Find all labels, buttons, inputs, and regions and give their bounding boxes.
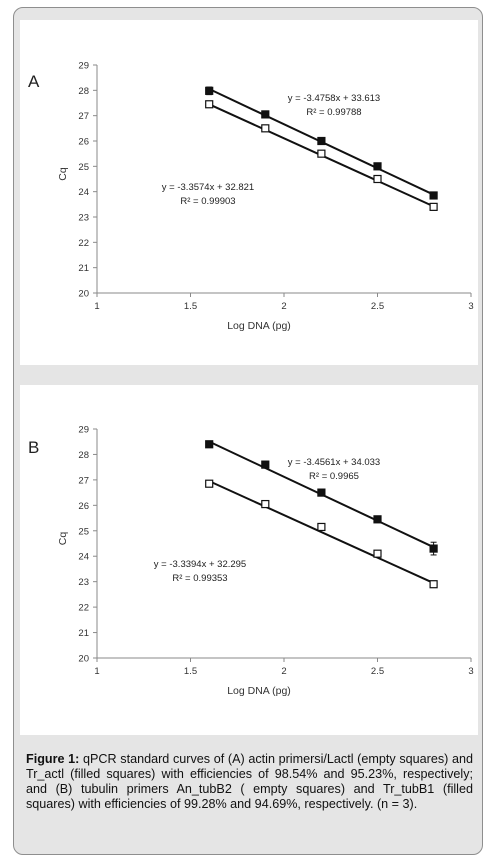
- y-tick-label: 29: [78, 61, 89, 72]
- data-point-filled: [261, 110, 270, 119]
- regression-equation: y = -3.3394x + 32.295: [154, 559, 246, 570]
- y-axis-title: Cq: [57, 532, 69, 546]
- data-point-empty: [373, 549, 382, 558]
- data-point-filled: [429, 191, 438, 200]
- data-point-filled: [205, 86, 214, 95]
- x-tick-label: 3: [468, 301, 473, 312]
- figure-caption: Figure 1: qPCR standard curves of (A) ac…: [26, 752, 473, 812]
- data-point-filled: [261, 460, 270, 469]
- regression-equation: y = -3.4561x + 34.033: [288, 457, 380, 468]
- y-tick-label: 25: [78, 526, 89, 537]
- r-squared-label: R² = 0.99788: [306, 107, 361, 118]
- data-point-empty: [261, 499, 270, 509]
- y-tick-label: 22: [78, 603, 89, 614]
- panel-label: B: [28, 438, 39, 457]
- y-tick-label: 27: [78, 475, 89, 486]
- data-point-filled: [373, 515, 382, 524]
- data-point-empty: [261, 124, 270, 133]
- data-point-filled: [317, 136, 326, 146]
- r-squared-label: R² = 0.99353: [172, 573, 227, 584]
- chart-b: 20 21 22 23 24 25 26 27 28 29 1 1.5 2 2.5 3 Log DNA (pg…: [28, 425, 474, 698]
- y-tick-label: 20: [78, 654, 89, 665]
- y-tick-label: 22: [78, 238, 89, 249]
- caption-label: Figure 1:: [26, 752, 80, 766]
- data-point-empty: [429, 202, 438, 211]
- y-tick-label: 20: [78, 289, 89, 300]
- x-tick-label: 2.5: [371, 666, 384, 677]
- data-point-empty: [205, 479, 214, 488]
- data-point-empty: [205, 100, 214, 109]
- caption-text: qPCR standard curves of (A) actin primer…: [26, 752, 473, 811]
- x-tick-label: 3: [468, 666, 473, 677]
- y-tick-label: 28: [78, 450, 89, 461]
- x-tick-label: 1: [94, 666, 99, 677]
- x-tick-label: 1.5: [184, 666, 197, 677]
- y-tick-label: 23: [78, 213, 89, 224]
- x-tick-label: 1: [94, 301, 99, 312]
- r-squared-label: R² = 0.99903: [180, 196, 235, 207]
- y-tick-label: 21: [78, 263, 89, 274]
- x-tick-label: 2.5: [371, 301, 384, 312]
- data-point-empty: [429, 580, 438, 589]
- data-point-filled: [317, 488, 326, 497]
- data-point-filled: [205, 440, 214, 449]
- data-point-filled: [373, 162, 382, 171]
- data-point-empty: [373, 174, 382, 184]
- y-tick-label: 27: [78, 111, 89, 122]
- chart-panel-a: 20 21 22 23 24 25 26 27 28 29 1 1.5 2 2.5 3 Log DNA (pg…: [20, 20, 478, 365]
- x-axis-title: Log DNA (pg): [227, 320, 291, 332]
- y-tick-label: 28: [78, 86, 89, 97]
- x-tick-label: 2: [281, 666, 286, 677]
- y-tick-label: 29: [78, 425, 89, 436]
- regression-equation: y = -3.3574x + 32.821: [162, 182, 254, 193]
- y-tick-label: 24: [78, 552, 89, 563]
- x-tick-label: 2: [281, 301, 286, 312]
- regression-equation: y = -3.4758x + 33.613: [288, 93, 380, 104]
- data-point-filled: [429, 544, 438, 553]
- data-point-empty: [317, 522, 326, 532]
- r-squared-label: R² = 0.9965: [309, 471, 359, 482]
- chart-panel-b: 20 21 22 23 24 25 26 27 28 29 1 1.5 2 2.5 3 Log DNA (pg…: [20, 385, 478, 735]
- trendline: [208, 480, 435, 584]
- y-tick-label: 26: [78, 501, 89, 512]
- y-tick-label: 24: [78, 187, 89, 198]
- x-tick-label: 1.5: [184, 301, 197, 312]
- data-point-empty: [317, 149, 326, 158]
- y-tick-label: 25: [78, 162, 89, 173]
- panel-label: A: [28, 72, 40, 91]
- x-axis-title: Log DNA (pg): [227, 685, 291, 697]
- y-tick-label: 23: [78, 577, 89, 588]
- y-tick-label: 26: [78, 137, 89, 148]
- y-axis-title: Cq: [57, 167, 69, 181]
- chart-a: 20 21 22 23 24 25 26 27 28 29 1 1.5 2 2.5 3 Log DNA (pg…: [28, 61, 474, 333]
- y-tick-label: 21: [78, 628, 89, 639]
